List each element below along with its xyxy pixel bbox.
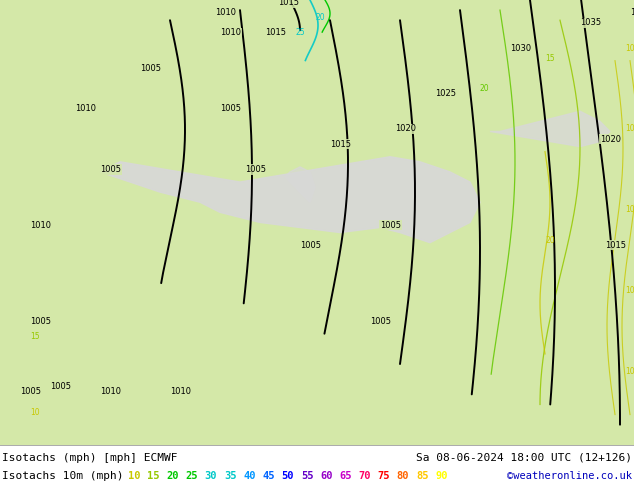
Text: 1005: 1005 xyxy=(20,388,41,396)
Text: 35: 35 xyxy=(224,471,236,481)
Text: 1015: 1015 xyxy=(330,140,351,148)
Text: 75: 75 xyxy=(378,471,390,481)
Text: 20: 20 xyxy=(480,84,489,93)
Text: 15: 15 xyxy=(30,332,39,341)
Text: 25: 25 xyxy=(186,471,198,481)
Text: 15: 15 xyxy=(147,471,160,481)
Text: 55: 55 xyxy=(301,471,313,481)
Text: 1015: 1015 xyxy=(265,28,286,37)
Text: 1030: 1030 xyxy=(510,44,531,52)
Text: 1005: 1005 xyxy=(300,241,321,250)
Text: 1010: 1010 xyxy=(75,104,96,113)
Text: 1005: 1005 xyxy=(245,165,266,174)
Text: 10: 10 xyxy=(625,286,634,295)
Text: 1020: 1020 xyxy=(600,135,621,144)
Text: ©weatheronline.co.uk: ©weatheronline.co.uk xyxy=(507,471,632,481)
Text: 20: 20 xyxy=(166,471,179,481)
Text: 15: 15 xyxy=(545,54,555,63)
Polygon shape xyxy=(490,111,610,147)
Text: 1005: 1005 xyxy=(140,64,161,73)
Text: 80: 80 xyxy=(397,471,410,481)
Text: 1025: 1025 xyxy=(435,89,456,98)
Text: 1010: 1010 xyxy=(220,28,241,37)
Text: 1005: 1005 xyxy=(380,220,401,229)
Text: Sa 08-06-2024 18:00 UTC (12+126): Sa 08-06-2024 18:00 UTC (12+126) xyxy=(416,453,632,463)
Text: 1010: 1010 xyxy=(170,388,191,396)
Text: 20: 20 xyxy=(545,236,555,245)
Text: 1005: 1005 xyxy=(50,382,71,392)
Polygon shape xyxy=(100,157,480,243)
Text: 1005: 1005 xyxy=(100,165,121,174)
Text: 1010: 1010 xyxy=(215,8,236,17)
Text: 1005: 1005 xyxy=(30,317,51,325)
Text: 40: 40 xyxy=(243,471,256,481)
Text: 85: 85 xyxy=(416,471,429,481)
Text: 50: 50 xyxy=(281,471,294,481)
Text: 60: 60 xyxy=(320,471,332,481)
Polygon shape xyxy=(0,0,634,445)
Text: 1035: 1035 xyxy=(580,18,601,27)
Text: 1010: 1010 xyxy=(630,8,634,17)
Polygon shape xyxy=(285,167,315,202)
Text: 1010: 1010 xyxy=(30,220,51,229)
Text: 25: 25 xyxy=(295,28,304,37)
Text: 10: 10 xyxy=(30,408,39,416)
Text: 45: 45 xyxy=(262,471,275,481)
Text: 10: 10 xyxy=(128,471,141,481)
Text: Isotachs 10m (mph): Isotachs 10m (mph) xyxy=(2,471,124,481)
Text: 70: 70 xyxy=(358,471,371,481)
Text: 1005: 1005 xyxy=(370,317,391,325)
Text: 1020: 1020 xyxy=(395,124,416,133)
Text: 30: 30 xyxy=(205,471,217,481)
Text: 10: 10 xyxy=(625,124,634,133)
Text: 10: 10 xyxy=(625,44,634,52)
Text: 1005: 1005 xyxy=(220,104,241,113)
Text: 65: 65 xyxy=(339,471,352,481)
Text: 1010: 1010 xyxy=(100,388,121,396)
Text: 1015: 1015 xyxy=(605,241,626,250)
Text: Isotachs (mph) [mph] ECMWF: Isotachs (mph) [mph] ECMWF xyxy=(2,453,178,463)
Text: 10: 10 xyxy=(625,205,634,214)
Text: 1015: 1015 xyxy=(278,0,299,7)
Text: 20: 20 xyxy=(315,13,325,22)
Text: 90: 90 xyxy=(435,471,448,481)
Polygon shape xyxy=(0,0,634,445)
Text: 10: 10 xyxy=(625,367,634,376)
